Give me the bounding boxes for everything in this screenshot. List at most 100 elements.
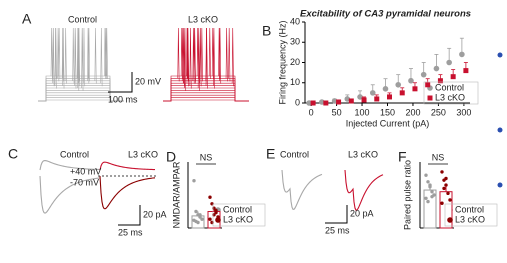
scale-label: 25 ms — [325, 225, 350, 235]
legend-label: L3 cKO — [223, 214, 253, 224]
spike — [193, 27, 196, 82]
spike — [52, 27, 55, 84]
x-tick-label: 150 — [380, 107, 395, 117]
x-tick-label: 200 — [405, 107, 420, 117]
point — [369, 90, 376, 96]
scale-label: 20 pA — [350, 208, 374, 218]
trace-label: L3 cKO — [348, 149, 378, 159]
spike — [76, 27, 79, 82]
spike — [72, 27, 75, 84]
trace — [163, 87, 249, 102]
trace — [99, 175, 156, 210]
panel-label: E — [266, 146, 275, 162]
point — [323, 100, 329, 106]
spike — [94, 27, 97, 84]
point — [430, 190, 434, 194]
point — [425, 82, 431, 88]
spike — [74, 27, 77, 80]
edge-dot — [497, 52, 503, 58]
scale-label: 100 ms — [108, 94, 138, 104]
point — [344, 96, 351, 102]
point — [208, 217, 212, 221]
legend-marker — [215, 217, 221, 223]
spike — [61, 27, 64, 82]
point — [395, 81, 402, 88]
y-axis-label: NMDAR/AMPAR — [171, 161, 181, 228]
annotation: NS — [432, 152, 445, 162]
trace — [281, 169, 323, 210]
spike — [105, 27, 108, 80]
y-tick-label: 10 — [290, 77, 300, 87]
point — [463, 68, 469, 74]
scale-label: 25 ms — [118, 227, 143, 237]
legend-label: Control — [223, 204, 252, 214]
point — [437, 78, 443, 84]
panel-label: A — [22, 11, 32, 27]
y-axis-label: Firing frequency (Hz) — [277, 20, 287, 104]
panel-label: B — [262, 23, 271, 39]
spike — [199, 27, 202, 87]
legend-label: L3 cKO — [435, 92, 465, 102]
point — [319, 99, 325, 105]
trace-label: L3 cKO — [128, 149, 158, 159]
point — [450, 74, 456, 80]
trace — [99, 161, 156, 171]
panel-label: D — [166, 149, 176, 165]
point — [424, 173, 428, 177]
point — [399, 90, 405, 96]
trace — [39, 159, 101, 171]
point — [348, 98, 354, 104]
point — [448, 198, 452, 202]
spike — [205, 27, 208, 84]
y-tick-label: 0 — [295, 97, 300, 107]
annotation: +40 mV — [70, 166, 101, 176]
point — [426, 180, 430, 184]
spike — [58, 27, 61, 80]
point — [433, 65, 440, 72]
point — [208, 195, 212, 199]
point — [408, 77, 414, 84]
legend-box — [212, 203, 266, 227]
trace — [163, 97, 249, 102]
x-axis-label: Injected Current (pA) — [346, 118, 430, 128]
y-axis-label: Paired pulse ratio — [402, 160, 412, 230]
scale-bar — [108, 72, 133, 93]
point — [200, 217, 204, 221]
spike — [186, 27, 189, 80]
point — [194, 209, 198, 214]
point — [382, 86, 389, 92]
spike — [228, 27, 231, 82]
point — [440, 170, 444, 174]
scale-label: 20 pA — [143, 209, 167, 219]
spike — [180, 27, 183, 80]
point — [444, 183, 448, 187]
point — [196, 220, 200, 225]
spike — [196, 27, 199, 80]
point — [430, 194, 434, 199]
spike — [81, 27, 84, 82]
point — [446, 191, 450, 196]
spike — [83, 27, 86, 87]
spike — [211, 27, 214, 80]
edge-dot — [497, 182, 503, 188]
spike — [62, 27, 65, 89]
point — [428, 183, 432, 187]
scale-label: 20 mV — [135, 76, 161, 86]
spike — [231, 27, 234, 87]
x-tick-label: 300 — [456, 107, 471, 117]
legend-label: L3 cKO — [455, 214, 485, 224]
spike — [54, 27, 57, 80]
y-tick-label: 30 — [290, 37, 300, 47]
trace — [163, 75, 249, 102]
y-tick-label: 40 — [290, 16, 300, 26]
point — [357, 94, 363, 100]
spike — [100, 27, 103, 87]
trace — [38, 75, 124, 102]
trace-label: Control — [60, 149, 89, 159]
point — [214, 208, 218, 213]
scale-bar — [118, 205, 141, 226]
annotation: NS — [200, 152, 213, 162]
point — [426, 199, 430, 204]
point — [420, 71, 427, 78]
